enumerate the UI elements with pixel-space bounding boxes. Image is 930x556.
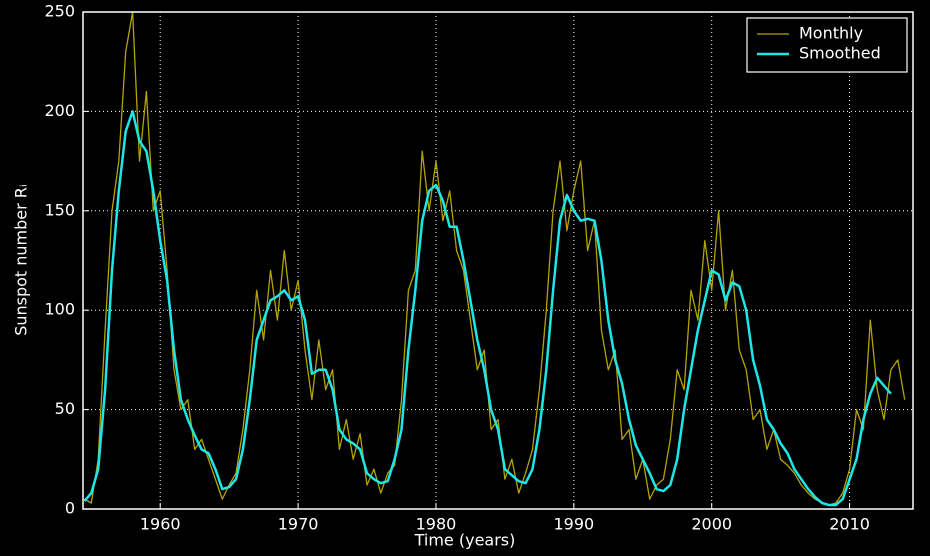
y-tick-label: 250 [44, 2, 75, 21]
x-axis-label: Time (years) [414, 531, 516, 550]
x-tick-label: 2000 [691, 515, 732, 534]
legend-box [746, 17, 908, 73]
legend-label: Smoothed [799, 44, 881, 63]
series-line [84, 11, 906, 506]
y-axis-label: Sunspot number Rᵢ [12, 184, 31, 336]
y-tick-label: 50 [55, 399, 75, 418]
x-tick-label: 2010 [829, 515, 870, 534]
y-tick-label: 200 [44, 101, 75, 120]
plot-frame [82, 11, 914, 510]
x-tick-label: 1990 [553, 515, 594, 534]
series-line [83, 110, 892, 507]
x-tick-label: 1970 [278, 515, 319, 534]
x-tick-label: 1980 [416, 515, 457, 534]
x-tick-label: 1960 [140, 515, 181, 534]
legend-label: Monthly [799, 24, 863, 43]
y-tick-label: 100 [44, 300, 75, 319]
y-tick-label: 150 [44, 200, 75, 219]
y-tick-label: 0 [65, 499, 75, 518]
